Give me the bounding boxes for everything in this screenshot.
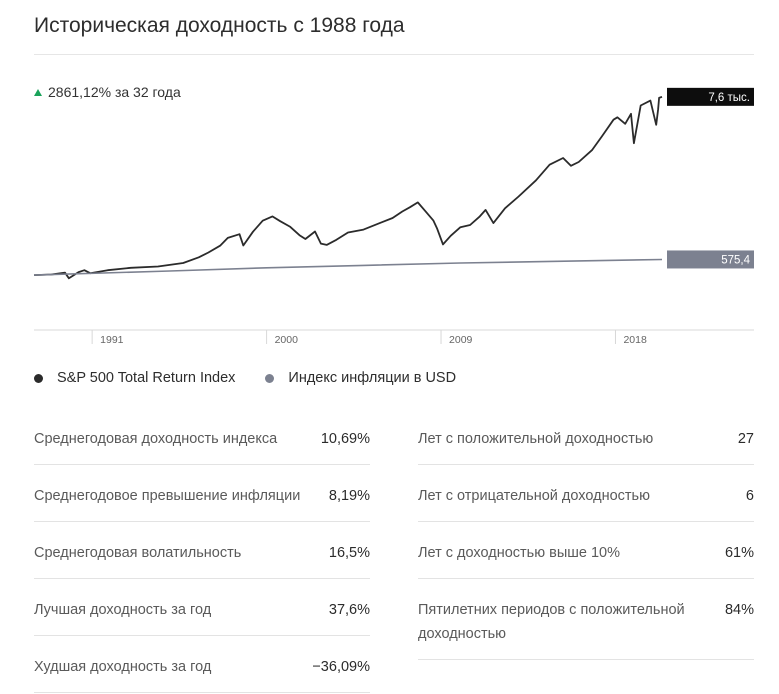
total-return-text: 2861,12% за 32 года [48,84,181,100]
stat-value: 61% [724,545,754,561]
stat-label: Лет с доходностью выше 10% [418,545,620,561]
legend-dot-icon [265,373,275,383]
stat-row: Лучшая доходность за год 37,6% [34,579,370,636]
stat-label: Пятилетних периодов с положительной дохо… [418,602,685,642]
inflation-end-tag [667,250,754,269]
stat-row: Лет с доходностью выше 10% 61% [418,522,754,579]
stat-value: 84% [724,602,754,618]
stat-row: Среднегодовая доходность индекса 10,69% [34,408,370,465]
stat-label: Лучшая доходность за год [34,602,212,618]
legend-label: Индекс инфляции в USD [288,370,457,386]
x-tick-label: 2000 [275,334,299,346]
legend-dot-icon [34,373,43,383]
up-triangle-icon [34,88,42,96]
stat-value: 37,6% [328,602,370,618]
x-tick-label: 1991 [100,334,124,346]
inflation-end-label: 575,4 [721,254,750,266]
stat-value: 6 [745,488,754,504]
chart-legend: S&P 500 Total Return Index Индекс инфляци… [34,370,456,386]
stat-value: 16,5% [328,545,370,561]
legend-item: S&P 500 Total Return Index [34,370,235,386]
stat-value: −36,09% [312,659,370,675]
stat-label: Худшая доходность за год [34,659,212,675]
stat-row: Лет с отрицательной доходностью 6 [418,465,754,522]
stat-row: Среднегодовое превышение инфляции 8,19% [34,465,370,522]
sp500-end-tag [667,87,754,106]
stats-left-column: Среднегодовая доходность индекса 10,69% Ср… [34,408,370,693]
stat-row: Худшая доходность за год −36,09% [34,636,370,693]
stat-label: Среднегодовая доходность индекса [34,431,278,447]
page-title: Историческая доходность с 1988 года [34,14,405,37]
performance-chart: 1991 2000 2009 2018 7,6 тыс. 575,4 [33,87,754,346]
stat-row: Лет с положительной доходностью 27 [418,408,754,465]
stat-value: 10,69% [320,431,370,447]
stat-row: Среднегодовая волатильность 16,5% [34,522,370,579]
stat-label: Среднегодовая волатильность [34,545,242,561]
stats-right-column: Лет с положительной доходностью 27 Лет с о… [418,408,754,660]
stat-label: Среднегодовое превышение инфляции [34,488,301,504]
stat-value: 8,19% [328,488,370,504]
title-divider [34,54,754,55]
x-tick-label: 2018 [623,334,647,346]
sp500-end-label: 7,6 тыс. [708,92,750,104]
x-tick-label: 2009 [449,334,473,346]
stat-row: Пятилетних периодов с положительной дохо… [418,579,754,660]
legend-label: S&P 500 Total Return Index [57,370,236,386]
stat-label: Лет с положительной доходностью [418,431,654,447]
legend-item: Индекс инфляции в USD [265,370,456,386]
total-return-change: 2861,12% за 32 года [34,84,181,100]
stat-label: Лет с отрицательной доходностью [418,488,650,504]
inflation-line [33,258,663,276]
stat-value: 27 [737,431,754,447]
sp500-line [33,95,663,280]
